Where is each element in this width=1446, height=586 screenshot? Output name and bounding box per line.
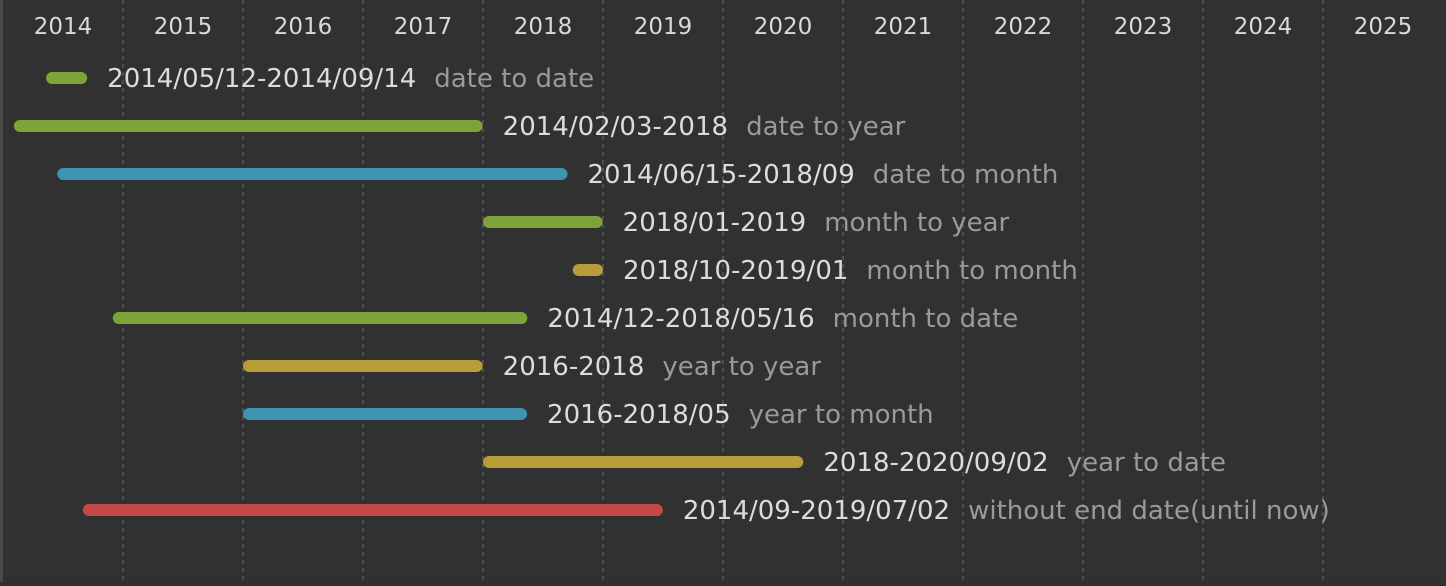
timeline-desc-text: date to month xyxy=(873,160,1059,190)
year-label-2023: 2023 xyxy=(1114,14,1173,40)
timeline-svg: 2014 2015 2016 2017 2018 2019 2020 2021 2022 2023… xyxy=(13,0,1413,582)
year-label-2016: 2016 xyxy=(274,14,333,40)
timeline-range-text: 2016-2018/05 xyxy=(547,400,731,430)
timeline-desc-text: month to date xyxy=(833,304,1019,334)
timeline-label: 2018/10-2019/01 month to month xyxy=(623,256,1078,286)
timeline-bar xyxy=(483,456,804,468)
timeline-range-text: 2016-2018 xyxy=(503,352,645,382)
timeline-range-text: 2014/02/03-2018 xyxy=(503,112,728,142)
timeline-bar xyxy=(483,216,603,228)
timeline-desc-text: year to date xyxy=(1067,448,1226,478)
timeline-desc-text: month to year xyxy=(824,208,1009,238)
timeline-label: 2016-2018/05 year to month xyxy=(547,400,934,430)
timeline-label: 2016-2018 year to year xyxy=(503,352,822,382)
year-label-2019: 2019 xyxy=(634,14,693,40)
year-label-2018: 2018 xyxy=(514,14,573,40)
timeline-bar xyxy=(82,504,663,516)
year-label-2014: 2014 xyxy=(34,14,93,40)
timeline-range-text: 2018/10-2019/01 xyxy=(623,256,848,286)
year-label-2017: 2017 xyxy=(394,14,453,40)
timeline-bar xyxy=(243,408,528,420)
timeline-range-text: 2018-2020/09/02 xyxy=(823,448,1048,478)
timeline-desc-text: date to date xyxy=(434,64,594,94)
timeline-label: 2018/01-2019 month to year xyxy=(623,208,1010,238)
timeline-bar xyxy=(57,168,568,180)
timeline-bar xyxy=(13,120,483,132)
timeline-bar xyxy=(46,72,88,84)
timeline-bar xyxy=(243,360,483,372)
timeline-label: 2014/09-2019/07/02 without end date(until… xyxy=(683,496,1330,526)
timeline-label: 2014/02/03-2018 date to year xyxy=(503,112,906,142)
timeline-bar xyxy=(572,264,603,276)
year-label-2024: 2024 xyxy=(1234,14,1293,40)
timeline-desc-text: year to year xyxy=(662,352,821,382)
timeline-range-text: 2014/12-2018/05/16 xyxy=(547,304,814,334)
year-label-2015: 2015 xyxy=(154,14,213,40)
year-label-2025: 2025 xyxy=(1354,14,1413,40)
timeline-label: 2018-2020/09/02 year to date xyxy=(823,448,1226,478)
timeline-label: 2014/05/12-2014/09/14 date to date xyxy=(107,64,594,94)
timeline-bar xyxy=(112,312,528,324)
timeline-range-text: 2014/09-2019/07/02 xyxy=(683,496,950,526)
timeline-desc-text: month to month xyxy=(866,256,1077,286)
year-label-2022: 2022 xyxy=(994,14,1053,40)
timeline-desc-text: without end date(until now) xyxy=(968,496,1330,526)
timeline-desc-text: year to month xyxy=(749,400,934,430)
timeline-range-text: 2018/01-2019 xyxy=(623,208,807,238)
timeline-desc-text: date to year xyxy=(746,112,906,142)
timeline-range-text: 2014/06/15-2018/09 xyxy=(587,160,854,190)
timeline-label: 2014/12-2018/05/16 month to date xyxy=(547,304,1018,334)
timeline-label: 2014/06/15-2018/09 date to month xyxy=(587,160,1058,190)
year-label-2021: 2021 xyxy=(874,14,933,40)
timeline-range-text: 2014/05/12-2014/09/14 xyxy=(107,64,416,94)
year-label-2020: 2020 xyxy=(754,14,813,40)
